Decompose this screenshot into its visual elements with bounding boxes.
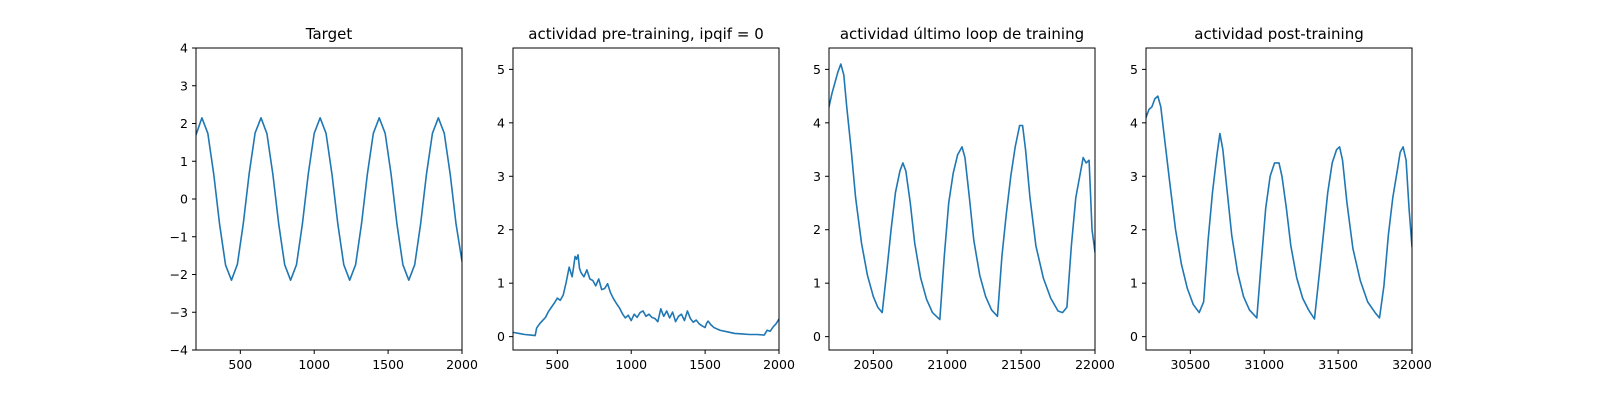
- x-tick-label: 31500: [1318, 357, 1358, 372]
- y-tick-label: −1: [170, 229, 188, 244]
- x-tick-label: 1000: [298, 357, 330, 372]
- axes-frame: [1145, 47, 1413, 351]
- y-tick-label: 3: [180, 78, 188, 93]
- x-tick-label: 1500: [372, 357, 404, 372]
- y-tick-label: −2: [170, 267, 188, 282]
- y-tick-label: 4: [1130, 115, 1138, 130]
- axes-frame: [828, 47, 1096, 351]
- x-tick-label: 21500: [1001, 357, 1041, 372]
- x-tick-label: 2000: [763, 357, 795, 372]
- x-tick-label: 500: [545, 357, 569, 372]
- x-tick-label: 30500: [1170, 357, 1210, 372]
- y-tick-label: 3: [497, 169, 505, 184]
- series-line: [1146, 95, 1412, 320]
- x-tick-label: 31000: [1244, 357, 1284, 372]
- y-tick-label: 3: [813, 169, 821, 184]
- x-tick-label: 21000: [927, 357, 967, 372]
- y-tick-label: 5: [1130, 62, 1138, 77]
- x-tick-label: 22000: [1075, 357, 1115, 372]
- y-tick-label: 5: [497, 62, 505, 77]
- panel-title: Target: [305, 25, 353, 43]
- x-tick-label: 2000: [446, 357, 478, 372]
- y-tick-label: 4: [813, 115, 821, 130]
- series-line: [513, 254, 779, 337]
- series-line: [196, 117, 462, 281]
- panel-pre-training: actividad pre-training, ipqif = 0 500 100…: [497, 25, 795, 372]
- y-tick-label: 2: [1130, 222, 1138, 237]
- axes-frame: [512, 47, 780, 351]
- y-tick-label: 4: [497, 115, 505, 130]
- y-tick-label: −4: [170, 343, 188, 358]
- x-tick-label: 1500: [689, 357, 721, 372]
- y-tick-label: 1: [180, 154, 188, 169]
- y-tick-label: 5: [813, 62, 821, 77]
- panel-title: actividad pre-training, ipqif = 0: [528, 25, 764, 43]
- panel-post-training: actividad post-training 30500 31000 31500 3…: [1130, 25, 1432, 372]
- x-tick-label: 1000: [615, 357, 647, 372]
- y-tick-label: 2: [813, 222, 821, 237]
- y-tick-label: 2: [497, 222, 505, 237]
- panel-target: Target 500 1000 1500 2000 −4 −3 −2 −1 0 1 2 3 4: [170, 25, 478, 372]
- y-tick-label: 3: [1130, 169, 1138, 184]
- y-tick-label: 4: [180, 41, 188, 56]
- panel-title: actividad último loop de training: [840, 25, 1084, 43]
- x-tick-label: 20500: [853, 357, 893, 372]
- y-tick-label: 0: [1130, 329, 1138, 344]
- panel-title: actividad post-training: [1194, 25, 1363, 43]
- y-tick-label: −3: [170, 305, 188, 320]
- y-tick-label: 1: [497, 276, 505, 291]
- x-tick-label: 32000: [1392, 357, 1432, 372]
- panel-last-training-loop: actividad último loop de training 20500 2…: [813, 25, 1115, 372]
- x-tick-label: 500: [228, 357, 252, 372]
- y-tick-label: 2: [180, 116, 188, 131]
- y-tick-label: 0: [180, 192, 188, 207]
- y-tick-label: 0: [497, 329, 505, 344]
- series-line: [829, 63, 1095, 321]
- y-tick-label: 1: [1130, 276, 1138, 291]
- y-tick-label: 1: [813, 276, 821, 291]
- y-tick-label: 0: [813, 329, 821, 344]
